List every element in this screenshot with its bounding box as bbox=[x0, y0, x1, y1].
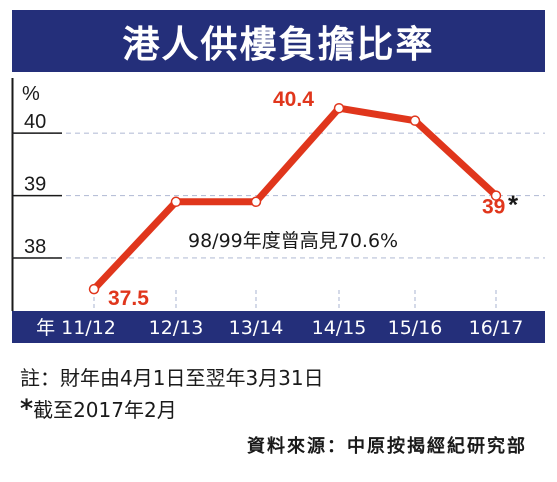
series-line bbox=[90, 104, 500, 293]
x-tick-label: 14/15 bbox=[312, 317, 367, 339]
data-source: 資料來源：中原按揭經紀研究部 bbox=[247, 436, 527, 457]
data-label: 40.4 bbox=[273, 88, 314, 111]
asterisk-mark: * bbox=[20, 394, 34, 423]
footnote-as-of-text: 截至2017年2月 bbox=[33, 398, 177, 422]
x-tick-label: 16/17 bbox=[469, 317, 524, 339]
data-point bbox=[490, 190, 502, 201]
title-bar: 港人供樓負擔比率 bbox=[12, 10, 545, 72]
chart-title: 港人供樓負擔比率 bbox=[122, 23, 435, 66]
footnote-as-of: *截至2017年2月 bbox=[20, 394, 177, 423]
data-point bbox=[250, 196, 262, 208]
data-point bbox=[88, 283, 100, 295]
data-label-asterisk: * bbox=[508, 190, 519, 220]
y-tick-label: 40 bbox=[24, 111, 46, 133]
data-point bbox=[409, 115, 421, 126]
x-tick-label: 年 11/12 bbox=[36, 317, 116, 339]
data-point bbox=[170, 196, 182, 208]
x-axis-bar bbox=[12, 311, 545, 343]
data-label: 37.5 bbox=[108, 287, 149, 310]
y-tick-label: 39 bbox=[24, 174, 46, 196]
chart-annotation: 98/99年度曾高見70.6% bbox=[188, 230, 398, 252]
data-label: 39 bbox=[482, 196, 505, 219]
x-tick-label: 15/16 bbox=[388, 317, 443, 339]
y-tick-label: 38 bbox=[24, 236, 46, 258]
line-chart: 40 39 38% 年 11/12 12/13 13/14 14/15 15/16 16/17 9… bbox=[11, 78, 545, 343]
data-point bbox=[333, 102, 345, 114]
y-unit-label: % bbox=[22, 83, 40, 105]
x-tick-label: 13/14 bbox=[229, 317, 284, 339]
footnote-fiscal-year: 註：財年由4月1日至翌年3月31日 bbox=[20, 366, 324, 390]
x-tick-label: 12/13 bbox=[149, 317, 204, 339]
